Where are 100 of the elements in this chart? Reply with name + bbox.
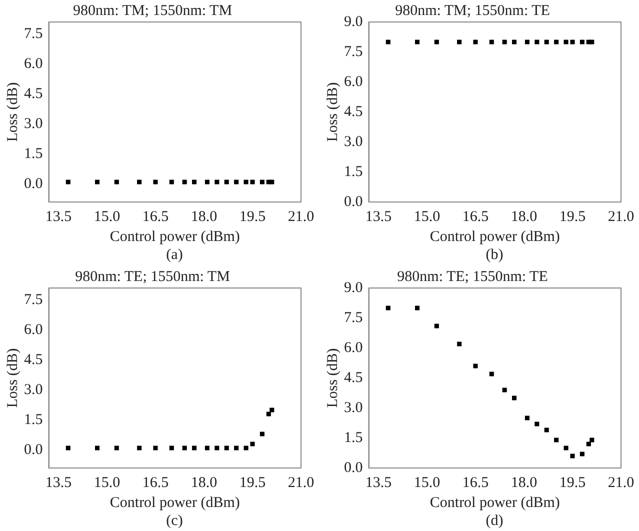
point	[169, 445, 174, 450]
y-tick-label: 0.0	[344, 194, 363, 210]
point	[266, 411, 271, 416]
y-tick-label: 3.0	[344, 134, 363, 150]
y-tick-label: 7.5	[24, 26, 43, 42]
point	[244, 445, 248, 450]
x-tick-label: 13.5	[365, 474, 392, 490]
point	[434, 323, 439, 328]
x-tick-label: 13.5	[45, 474, 72, 490]
point	[182, 445, 187, 450]
y-axis-title: Loss (dB)	[4, 348, 21, 408]
x-tick-label: 19.5	[559, 208, 586, 225]
x-tick-label: 18.0	[510, 474, 538, 490]
x-tick-label: 15.0	[414, 208, 440, 225]
y-tick-label: 1.5	[24, 146, 43, 162]
x-tick-label: 13.5	[45, 208, 72, 225]
x-tick-label: 21.0	[608, 208, 634, 225]
x-tick-label: 18.0	[190, 208, 218, 225]
y-tick-label: 0.0	[24, 176, 43, 192]
y-axis-title: Loss (dB)	[324, 348, 341, 408]
point	[502, 387, 507, 392]
x-tick-label: 16.5	[462, 474, 489, 490]
point	[473, 363, 478, 368]
y-tick-label: 4.5	[24, 351, 43, 368]
y-tick-label: 3.0	[24, 116, 43, 132]
x-tick-label: 16.5	[142, 208, 169, 225]
y-tick-label: 6.0	[24, 56, 43, 72]
text: (a)	[165, 246, 184, 264]
chart-title: 980nm: TM; 1550nm: TM	[72, 2, 232, 19]
point	[534, 421, 540, 426]
y-axis-title: Loss (dB)	[324, 82, 341, 142]
point	[270, 407, 274, 412]
x-axis-title: Control power (dBm)	[430, 494, 560, 510]
x-axis-title: Control power (dBm)	[110, 494, 240, 510]
y-tick-label: 4.5	[344, 369, 363, 386]
point	[114, 445, 119, 450]
point	[544, 427, 549, 432]
point	[192, 445, 197, 450]
y-tick-label: 1.5	[344, 164, 363, 180]
point	[570, 453, 575, 458]
y-tick-label: 9.0	[344, 279, 363, 296]
point	[580, 451, 584, 456]
x-tick-label: 19.5	[559, 474, 586, 490]
y-tick-label: 3.0	[24, 381, 43, 398]
y-tick-label: 7.5	[24, 291, 43, 308]
x-tick-label: 19.5	[239, 474, 266, 490]
point	[137, 445, 142, 450]
point	[457, 341, 462, 346]
x-tick-label: 21.0	[288, 208, 314, 225]
x-tick-label: 13.5	[365, 208, 392, 225]
point	[386, 305, 390, 310]
x-tick-label: 15.0	[94, 474, 120, 490]
text: (d)	[484, 512, 504, 530]
point	[590, 437, 594, 442]
point	[489, 371, 494, 376]
x-tick-label: 18.0	[510, 208, 538, 225]
y-tick-label: 6.0	[24, 321, 43, 338]
y-tick-label: 4.5	[344, 104, 363, 120]
chart-title: 980nm: TM; 1550nm: TE	[395, 2, 550, 19]
point	[414, 305, 420, 310]
point	[224, 445, 229, 450]
point	[524, 415, 530, 420]
y-tick-label: 6.0	[344, 74, 363, 90]
x-tick-label: 18.0	[190, 474, 218, 490]
point	[204, 445, 210, 450]
x-axis-title: Control power (dBm)	[430, 228, 560, 245]
text: (b)	[484, 246, 504, 264]
x-tick-label: 16.5	[462, 208, 489, 225]
y-tick-label: 3.0	[344, 399, 363, 416]
x-tick-label: 15.0	[94, 208, 120, 225]
text: (c)	[165, 512, 184, 530]
point	[250, 441, 255, 446]
point	[214, 445, 220, 450]
chart-title: 980nm: TE; 1550nm: TM	[75, 268, 230, 284]
x-tick-label: 21.0	[288, 474, 314, 490]
point	[94, 445, 100, 450]
x-tick-label: 21.0	[608, 474, 634, 490]
y-axis-title: Loss (dB)	[4, 82, 21, 142]
chart-title: 980nm: TE; 1550nm: TE	[397, 268, 548, 284]
y-tick-label: 0.0	[344, 459, 363, 476]
y-tick-label: 6.0	[344, 339, 363, 356]
point	[554, 437, 559, 442]
y-tick-label: 1.5	[24, 411, 43, 428]
x-tick-label: 19.5	[239, 208, 266, 225]
x-tick-label: 15.0	[414, 474, 440, 490]
y-tick-label: 0.0	[24, 441, 43, 458]
point	[512, 395, 517, 400]
point	[153, 445, 158, 450]
y-tick-label: 1.5	[344, 429, 363, 446]
point	[234, 445, 239, 450]
x-tick-label: 16.5	[142, 474, 169, 490]
y-tick-label: 7.5	[344, 44, 363, 60]
y-tick-label: 9.0	[344, 14, 363, 30]
x-axis-title: Control power (dBm)	[110, 228, 240, 245]
point	[260, 431, 264, 436]
point	[564, 445, 568, 450]
point	[586, 441, 591, 446]
point	[66, 445, 70, 450]
y-tick-label: 7.5	[344, 309, 363, 326]
y-tick-label: 4.5	[24, 86, 43, 102]
